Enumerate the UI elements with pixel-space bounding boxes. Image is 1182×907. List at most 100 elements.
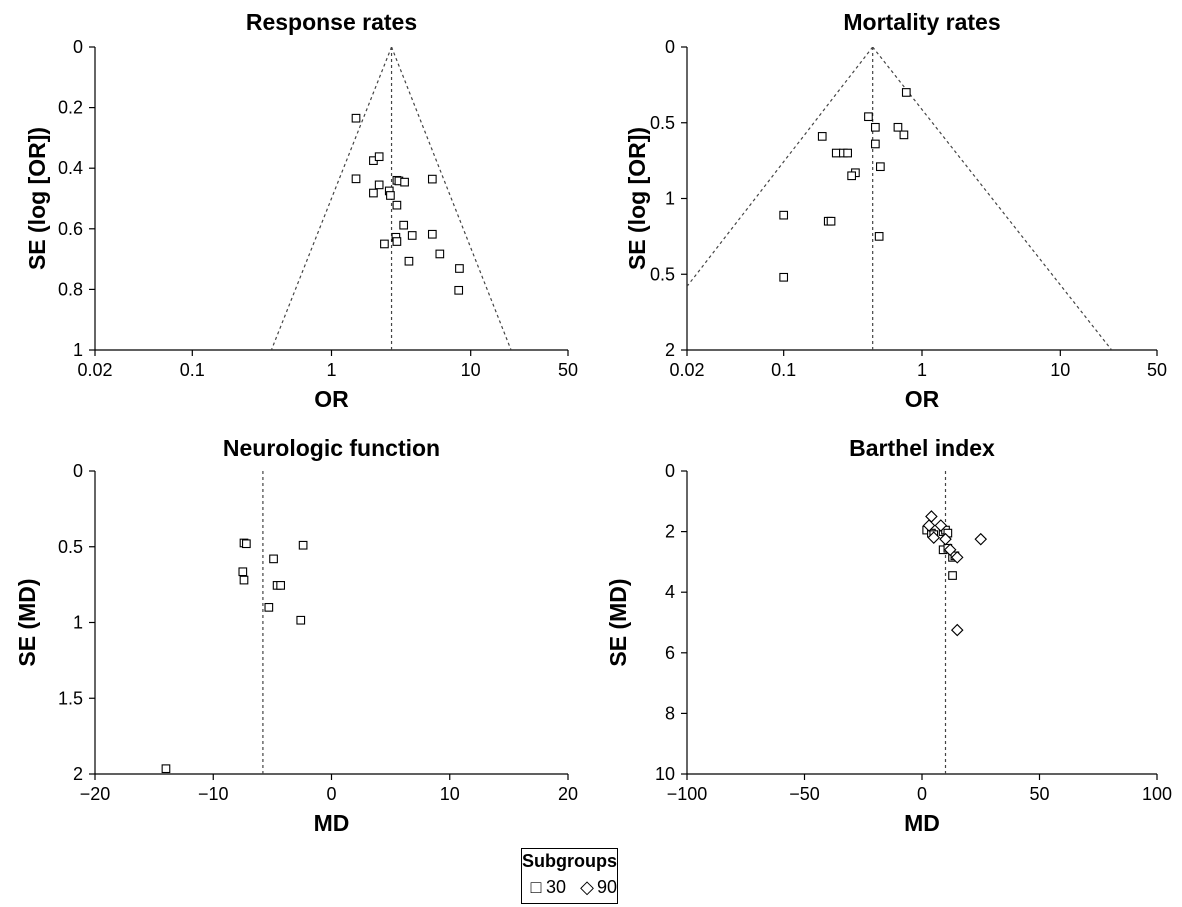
data-point-diamond: [950, 551, 964, 564]
data-point-square: [831, 148, 841, 158]
x-axis-title: MD: [904, 810, 940, 836]
data-point-square: [404, 256, 414, 266]
x-tick-label: 1: [917, 360, 927, 380]
y-axis-title: SE (MD): [605, 578, 631, 666]
data-point-square: [374, 152, 384, 162]
y-tick-label: 0: [665, 461, 675, 481]
data-point-square: [843, 148, 852, 158]
y-tick-label: 0.8: [58, 279, 83, 299]
data-point-square: [380, 239, 389, 249]
square-icon: □: [530, 877, 542, 897]
y-tick-label: 0.6: [58, 219, 83, 239]
data-point-diamond: [934, 519, 948, 532]
data-point-square: [817, 132, 827, 141]
y-tick-label: 0.5: [650, 264, 675, 284]
x-tick-label: 50: [1147, 360, 1167, 380]
y-axis-title: SE (log [OR]): [24, 127, 50, 270]
data-point-square: [779, 272, 789, 282]
data-point-diamond: [950, 623, 964, 637]
data-point-square: [239, 575, 249, 585]
diamond-icon: ◇: [580, 877, 594, 897]
data-point-diamond: [943, 543, 957, 557]
y-tick-label: 10: [655, 764, 675, 784]
data-point-square: [876, 162, 885, 172]
x-tick-label: 100: [1142, 784, 1172, 804]
y-tick-label: 1.5: [58, 688, 83, 708]
chart-title: Response rates: [246, 9, 417, 35]
legend-item-90: ◇ 90: [579, 877, 617, 898]
y-tick-label: 6: [665, 643, 675, 663]
data-point-diamond: [974, 532, 988, 546]
legend-item-30: □ 30: [528, 877, 566, 898]
data-point-diamond: [922, 519, 936, 532]
data-point-square: [392, 200, 402, 210]
y-tick-label: 1: [73, 613, 83, 633]
y-tick-label: 2: [73, 764, 83, 784]
legend-label-90: 90: [597, 877, 618, 897]
data-point-square: [455, 264, 464, 273]
y-tick-label: 2: [665, 340, 675, 360]
data-point-square: [407, 231, 417, 240]
data-point-square: [901, 88, 911, 97]
x-tick-label: 50: [558, 360, 578, 380]
data-point-square: [400, 177, 409, 187]
data-point-square: [427, 174, 437, 184]
data-point-square: [264, 602, 274, 612]
chart-barthel-index: Barthel index 0 2 4 6 8 10−100 −50 0 50 100 MD SE (M…: [605, 435, 1172, 836]
data-point-diamond: [927, 531, 941, 544]
funnel-left-line: [270, 47, 393, 350]
y-tick-label: 1: [665, 189, 675, 209]
data-point-diamond: [939, 532, 952, 546]
y-tick-label: 0.2: [58, 98, 83, 118]
x-axis-title: MD: [314, 810, 350, 836]
x-tick-label: 1: [326, 360, 336, 380]
data-point-square: [893, 122, 903, 132]
data-point-square: [369, 188, 378, 198]
data-point-square: [435, 249, 445, 259]
y-tick-label: 8: [665, 703, 675, 723]
data-point-square: [238, 567, 248, 577]
data-point-square: [871, 122, 880, 132]
chart-title: Barthel index: [849, 435, 995, 461]
legend-title: Subgroups: [522, 851, 617, 871]
data-point-square: [874, 232, 884, 241]
data-point-square: [864, 112, 873, 122]
data-point-square: [276, 581, 286, 590]
x-tick-label: 0.02: [669, 360, 704, 380]
data-point-square: [427, 229, 437, 239]
y-tick-label: 0: [73, 37, 83, 57]
x-tick-label: 10: [461, 360, 481, 380]
chart-title: Neurologic function: [223, 435, 440, 461]
y-tick-label: 0: [665, 37, 675, 57]
data-point-square: [161, 764, 171, 774]
legend-label-30: 30: [546, 877, 567, 897]
chart-neurologic-function: Neurologic function 0 0.5 1 1.5 2−20 −10 0 10 20 M…: [14, 435, 578, 836]
x-tick-label: 0.1: [771, 360, 796, 380]
data-point-square: [269, 554, 278, 564]
data-point-square: [351, 113, 361, 123]
data-point-square: [298, 540, 308, 550]
data-point-square: [899, 130, 909, 140]
data-point-square: [871, 139, 880, 149]
y-tick-label: 4: [665, 582, 675, 602]
data-point-square: [374, 180, 384, 190]
x-tick-label: −50: [789, 784, 820, 804]
legend: Subgroups □ 30 ◇ 90: [521, 848, 618, 904]
y-tick-label: 0.5: [650, 113, 675, 133]
data-point-diamond: [925, 510, 938, 523]
data-point-square: [948, 571, 957, 580]
x-tick-label: −100: [667, 784, 708, 804]
funnel-right-line: [390, 47, 512, 350]
x-tick-label: 10: [440, 784, 460, 804]
data-point-square: [454, 285, 464, 295]
data-point-square: [386, 191, 395, 200]
data-point-square: [392, 237, 402, 246]
x-tick-label: 20: [558, 784, 578, 804]
data-point-square: [399, 220, 409, 230]
chart-mortality-rates: Mortality rates 0 0.5 1 0.5 20.02 0.1 1 10 50 OR SE…: [624, 9, 1167, 412]
data-point-square: [242, 539, 251, 549]
x-tick-label: 0.02: [77, 360, 112, 380]
data-point-square: [826, 216, 836, 226]
y-tick-label: 1: [73, 340, 83, 360]
